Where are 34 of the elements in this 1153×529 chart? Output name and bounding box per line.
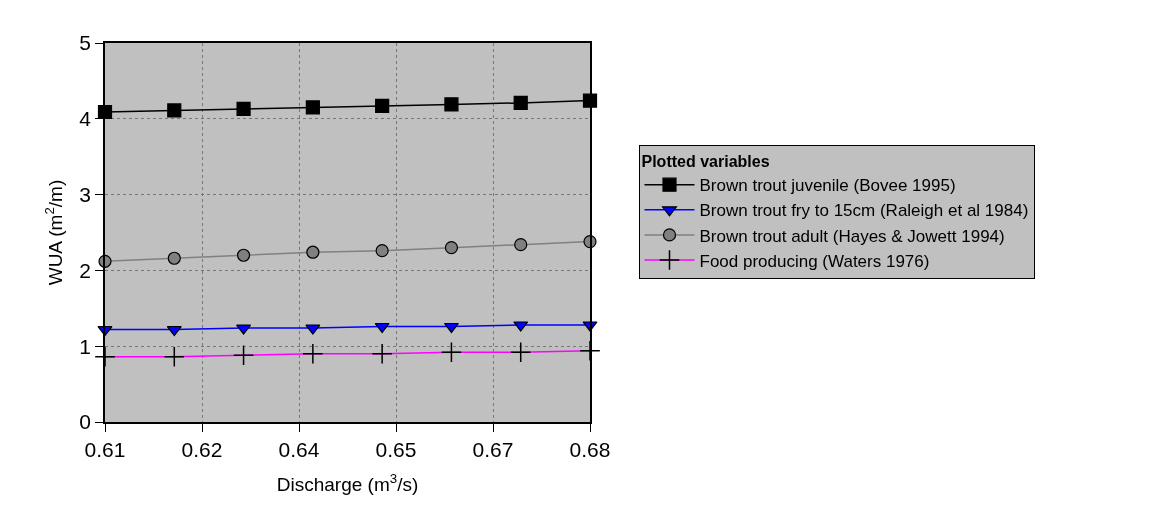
legend-label: Food producing (Waters 1976)	[699, 251, 930, 271]
y-tick-label: 4	[79, 107, 92, 131]
point	[582, 93, 598, 108]
legend-label: Brown trout juvenile (Bovee 1995)	[699, 176, 956, 196]
point	[444, 97, 459, 112]
point	[236, 101, 251, 117]
point	[375, 244, 389, 258]
x-tick-label: 0.62	[181, 437, 223, 461]
y-tick-label: 3	[79, 182, 92, 206]
y-tick-label: 0	[79, 410, 92, 434]
legend-label: Brown trout adult (Hayes & Jowett 1994)	[699, 226, 1005, 246]
x-tick-label: 0.68	[569, 437, 611, 461]
y-tick-label: 2	[79, 258, 92, 282]
y-tick-label: 5	[79, 31, 92, 55]
point	[513, 95, 528, 110]
point	[167, 251, 181, 265]
legend-label: Brown trout fry to 15cm (Raleigh et al 1984)	[699, 201, 1029, 221]
x-tick-label: 0.67	[472, 437, 514, 461]
point	[443, 322, 459, 334]
y-tick-label: 1	[79, 334, 92, 358]
legend-title: Plotted variables	[641, 153, 770, 171]
point	[166, 325, 182, 337]
x-axis-title: Discharge (m$^{3}$/s)	[276, 471, 419, 496]
x-tick-label: 0.61	[84, 437, 126, 461]
point	[375, 98, 390, 114]
point	[444, 241, 459, 255]
point	[236, 248, 251, 262]
point	[374, 322, 390, 334]
point	[514, 238, 528, 252]
x-tick-label: 0.64	[278, 437, 320, 461]
x-tick-label: 0.65	[375, 437, 417, 461]
point	[167, 103, 182, 118]
point	[305, 100, 320, 115]
point	[306, 245, 320, 259]
